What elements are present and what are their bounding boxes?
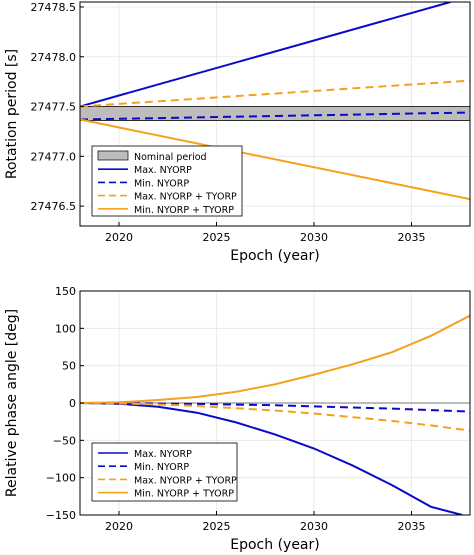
series-line-3 xyxy=(80,118,470,201)
y-tick-label: 27477.0 xyxy=(31,150,77,163)
y-tick-label: 50 xyxy=(62,360,76,373)
y-axis-label: Relative phase angle [deg] xyxy=(4,309,20,497)
x-tick-label: 2030 xyxy=(300,231,328,244)
y-tick-label: −100 xyxy=(46,472,76,485)
legend-label-0: Max. NYORP xyxy=(134,165,192,176)
series-line-0 xyxy=(80,2,451,108)
series-line-1 xyxy=(80,111,470,121)
series-line-3 xyxy=(80,314,470,404)
legend-label-0: Max. NYORP xyxy=(134,449,192,460)
y-tick-label: 150 xyxy=(55,285,76,298)
x-tick-label: 2035 xyxy=(398,231,426,244)
plot-frame xyxy=(79,1,471,227)
x-tick-label: 2035 xyxy=(398,520,426,533)
legend-label-1: Min. NYORP xyxy=(134,462,189,473)
x-tick-label: 2030 xyxy=(300,520,328,533)
x-tick-label: 2025 xyxy=(203,231,231,244)
series-line-2 xyxy=(80,402,470,432)
legend-label-3: Min. NYORP + TYORP xyxy=(134,205,234,216)
x-axis-label: Epoch (year) xyxy=(230,248,319,264)
rotation-period-chart: 2020 2025 2030 2035 27476.5 27477.0 27477.5 274… xyxy=(4,1,471,264)
legend-label-2: Max. NYORP + TYORP xyxy=(134,192,237,203)
y-tick-label: 100 xyxy=(55,322,76,335)
plot-area xyxy=(80,314,470,515)
x-axis-label: Epoch (year) xyxy=(230,537,319,553)
legend-label-2: Max. NYORP + TYORP xyxy=(134,475,237,486)
y-tick-label: 27478.5 xyxy=(31,1,77,14)
plot-area xyxy=(80,2,470,201)
y-tick-label: −50 xyxy=(53,434,76,447)
series-line-0 xyxy=(80,402,463,515)
x-tick-label: 2020 xyxy=(105,231,133,244)
y-tick-label: −150 xyxy=(46,509,76,522)
y-tick-label: 0 xyxy=(69,397,76,410)
legend-label-3: Min. NYORP + TYORP xyxy=(134,489,234,500)
legend: Nominal period Max. NYORP Min. NYORP Max. N… xyxy=(91,145,243,217)
series-line-1 xyxy=(80,402,470,413)
x-tick-label: 2025 xyxy=(203,520,231,533)
legend-swatch-nominal xyxy=(97,150,129,161)
x-tick-label: 2020 xyxy=(105,520,133,533)
y-tick-label: 27478.0 xyxy=(31,51,77,64)
legend-label-nominal: Nominal period xyxy=(134,152,207,163)
y-axis-label: Rotation period [s] xyxy=(4,49,20,179)
phase-angle-chart: 2020 2025 2030 2035 −150 −100 −50 0 50 100 150 Epoc… xyxy=(4,285,471,553)
y-tick-label: 27476.5 xyxy=(31,200,77,213)
series-line-2 xyxy=(80,79,470,108)
y-tick-label: 27477.5 xyxy=(31,101,77,114)
legend: Max. NYORP Min. NYORP Max. NYORP + TYORP Mi… xyxy=(91,442,238,502)
legend-label-1: Min. NYORP xyxy=(134,178,189,189)
